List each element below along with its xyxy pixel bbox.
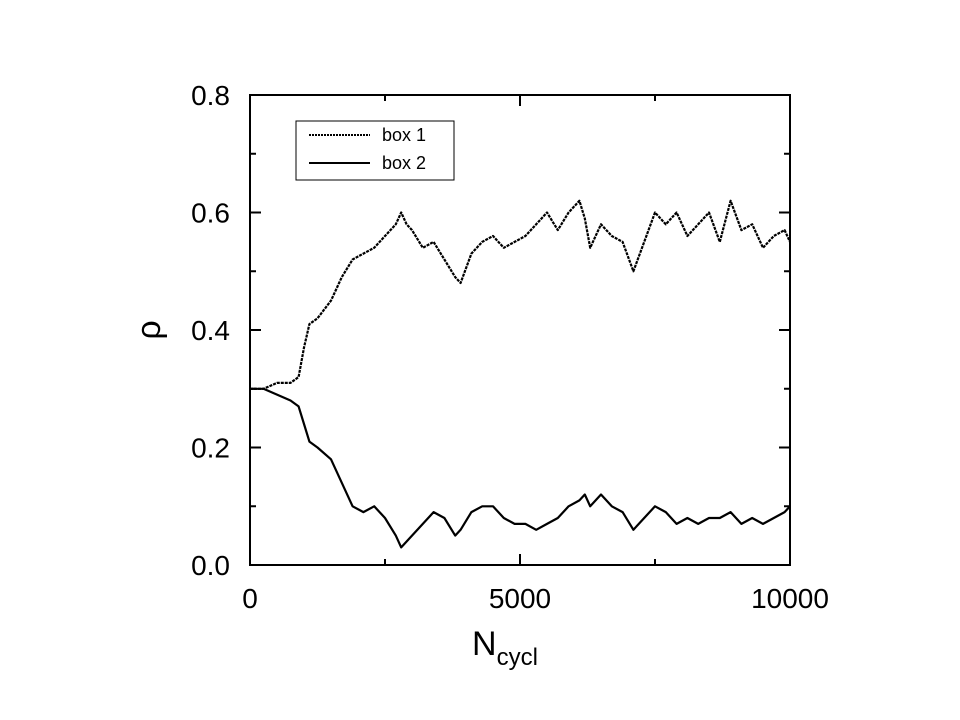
x-axis-title-subscript: cycl: [497, 644, 538, 671]
legend: box 1 box 2: [295, 120, 455, 181]
x-tick-label: 0: [242, 583, 258, 614]
x-tick-label: 5000: [489, 583, 551, 614]
x-axis-title: Ncycl: [472, 625, 538, 671]
x-tick-label: 10000: [751, 583, 829, 614]
series-line-box-1: [250, 199, 792, 390]
legend-box: [295, 120, 455, 181]
y-tick-label: 0.6: [191, 198, 230, 229]
legend-label-box-1: box 1: [382, 125, 426, 145]
series-line-box-2: [250, 387, 791, 549]
plot-frame: [249, 94, 791, 566]
x-axis-title-main: N: [472, 625, 497, 663]
y-tick-label: 0.2: [191, 433, 230, 464]
legend-label-box-2: box 2: [382, 153, 426, 173]
y-tick-label: 0.8: [191, 80, 230, 111]
series-layer: [250, 199, 792, 549]
y-tick-label: 0.0: [191, 550, 230, 581]
ticks-layer: 0 5000 10000 0.0 0.2 0.4 0.6 0.8: [191, 80, 829, 614]
y-axis-title: ρ: [130, 320, 168, 339]
y-tick-label: 0.4: [191, 315, 230, 346]
